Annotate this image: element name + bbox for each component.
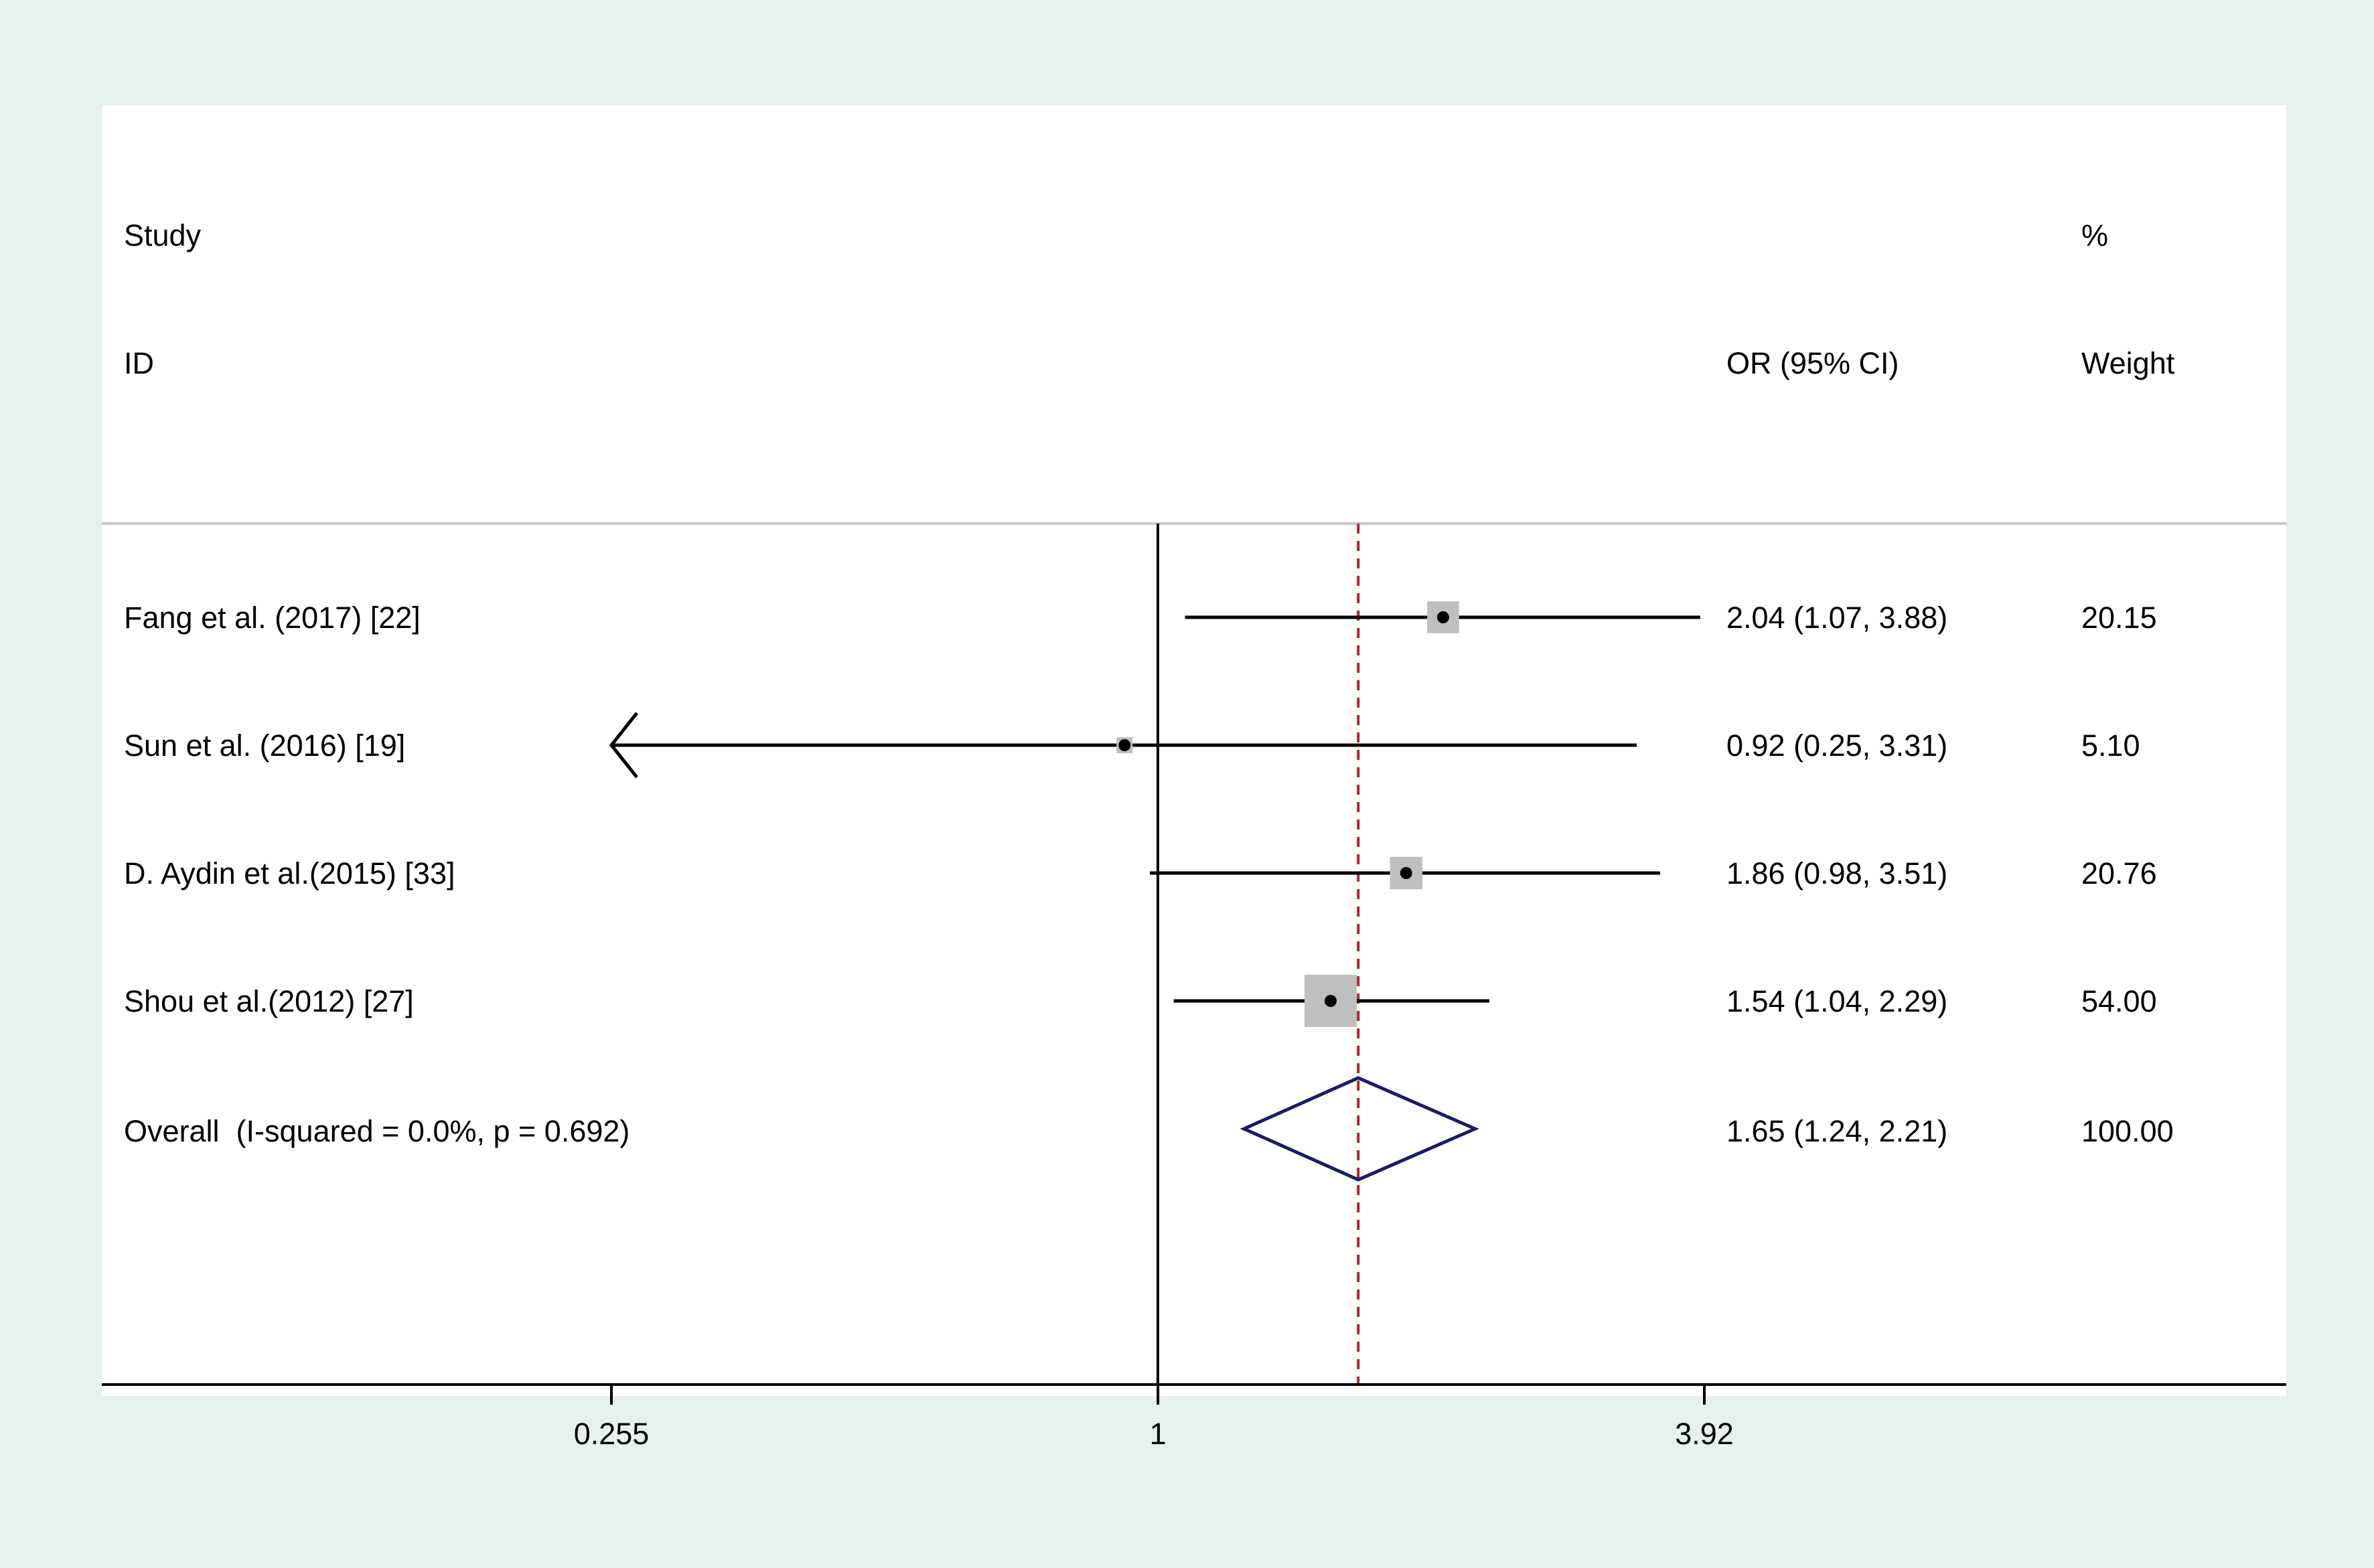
point-estimate [1400,867,1412,879]
x-axis-ticks: 0.255 1 3.92 [574,1385,1734,1451]
study-row: Sun et al. (2016) [19] 0.92 (0.25, 3.31) 5… [124,712,2140,779]
header-percent: % [2081,218,2108,252]
study-row: Fang et al. (2017) [22] 2.04 (1.07, 3.88)… [124,601,2157,635]
header-study: Study [124,218,202,252]
study-label: Fang et al. (2017) [22] [124,601,421,635]
study-or-ci: 0.92 (0.25, 3.31) [1726,728,1947,763]
study-weight: 20.15 [2081,601,2157,635]
study-or-ci: 1.86 (0.98, 3.51) [1726,856,1947,890]
overall-row: Overall (I-squared = 0.0%, p = 0.692) 1.… [124,1076,2174,1182]
study-or-ci: 2.04 (1.07, 3.88) [1726,601,1947,635]
truncation-arrow [609,712,638,779]
study-row: D. Aydin et al.(2015) [33] 1.86 (0.98, 3.… [124,856,2157,890]
study-or-ci: 1.54 (1.04, 2.29) [1726,984,1947,1018]
plot-panel [102,105,2286,1396]
point-estimate [1324,995,1337,1007]
header-id: ID [124,346,154,380]
header-weight: Weight [2081,346,2175,380]
point-estimate [1118,739,1131,751]
study-label: D. Aydin et al.(2015) [33] [124,856,455,890]
x-tick-label: 3.92 [1675,1417,1734,1451]
study-weight: 5.10 [2081,728,2140,763]
study-label: Shou et al.(2012) [27] [124,984,414,1018]
study-weight: 54.00 [2081,984,2157,1018]
overall-or-ci: 1.65 (1.24, 2.21) [1726,1114,1947,1148]
point-estimate [1436,611,1449,623]
x-axis: 0.255 1 3.92 [102,1383,2286,1451]
table-header: Study ID OR (95% CI) % Weight [124,218,2175,380]
overall-diamond [1240,1076,1479,1182]
x-tick-label: 0.255 [574,1417,650,1451]
x-tick-label: 1 [1150,1417,1167,1451]
header-or-ci: OR (95% CI) [1726,346,1899,380]
study-weight: 20.76 [2081,856,2157,890]
study-row: Shou et al.(2012) [27] 1.54 (1.04, 2.29) 5… [124,975,2157,1027]
overall-weight: 100.00 [2081,1114,2174,1148]
study-label: Sun et al. (2016) [19] [124,728,405,763]
study-rows: Fang et al. (2017) [22] 2.04 (1.07, 3.88)… [124,601,2157,1027]
overall-label: Overall (I-squared = 0.0%, p = 0.692) [124,1114,629,1148]
